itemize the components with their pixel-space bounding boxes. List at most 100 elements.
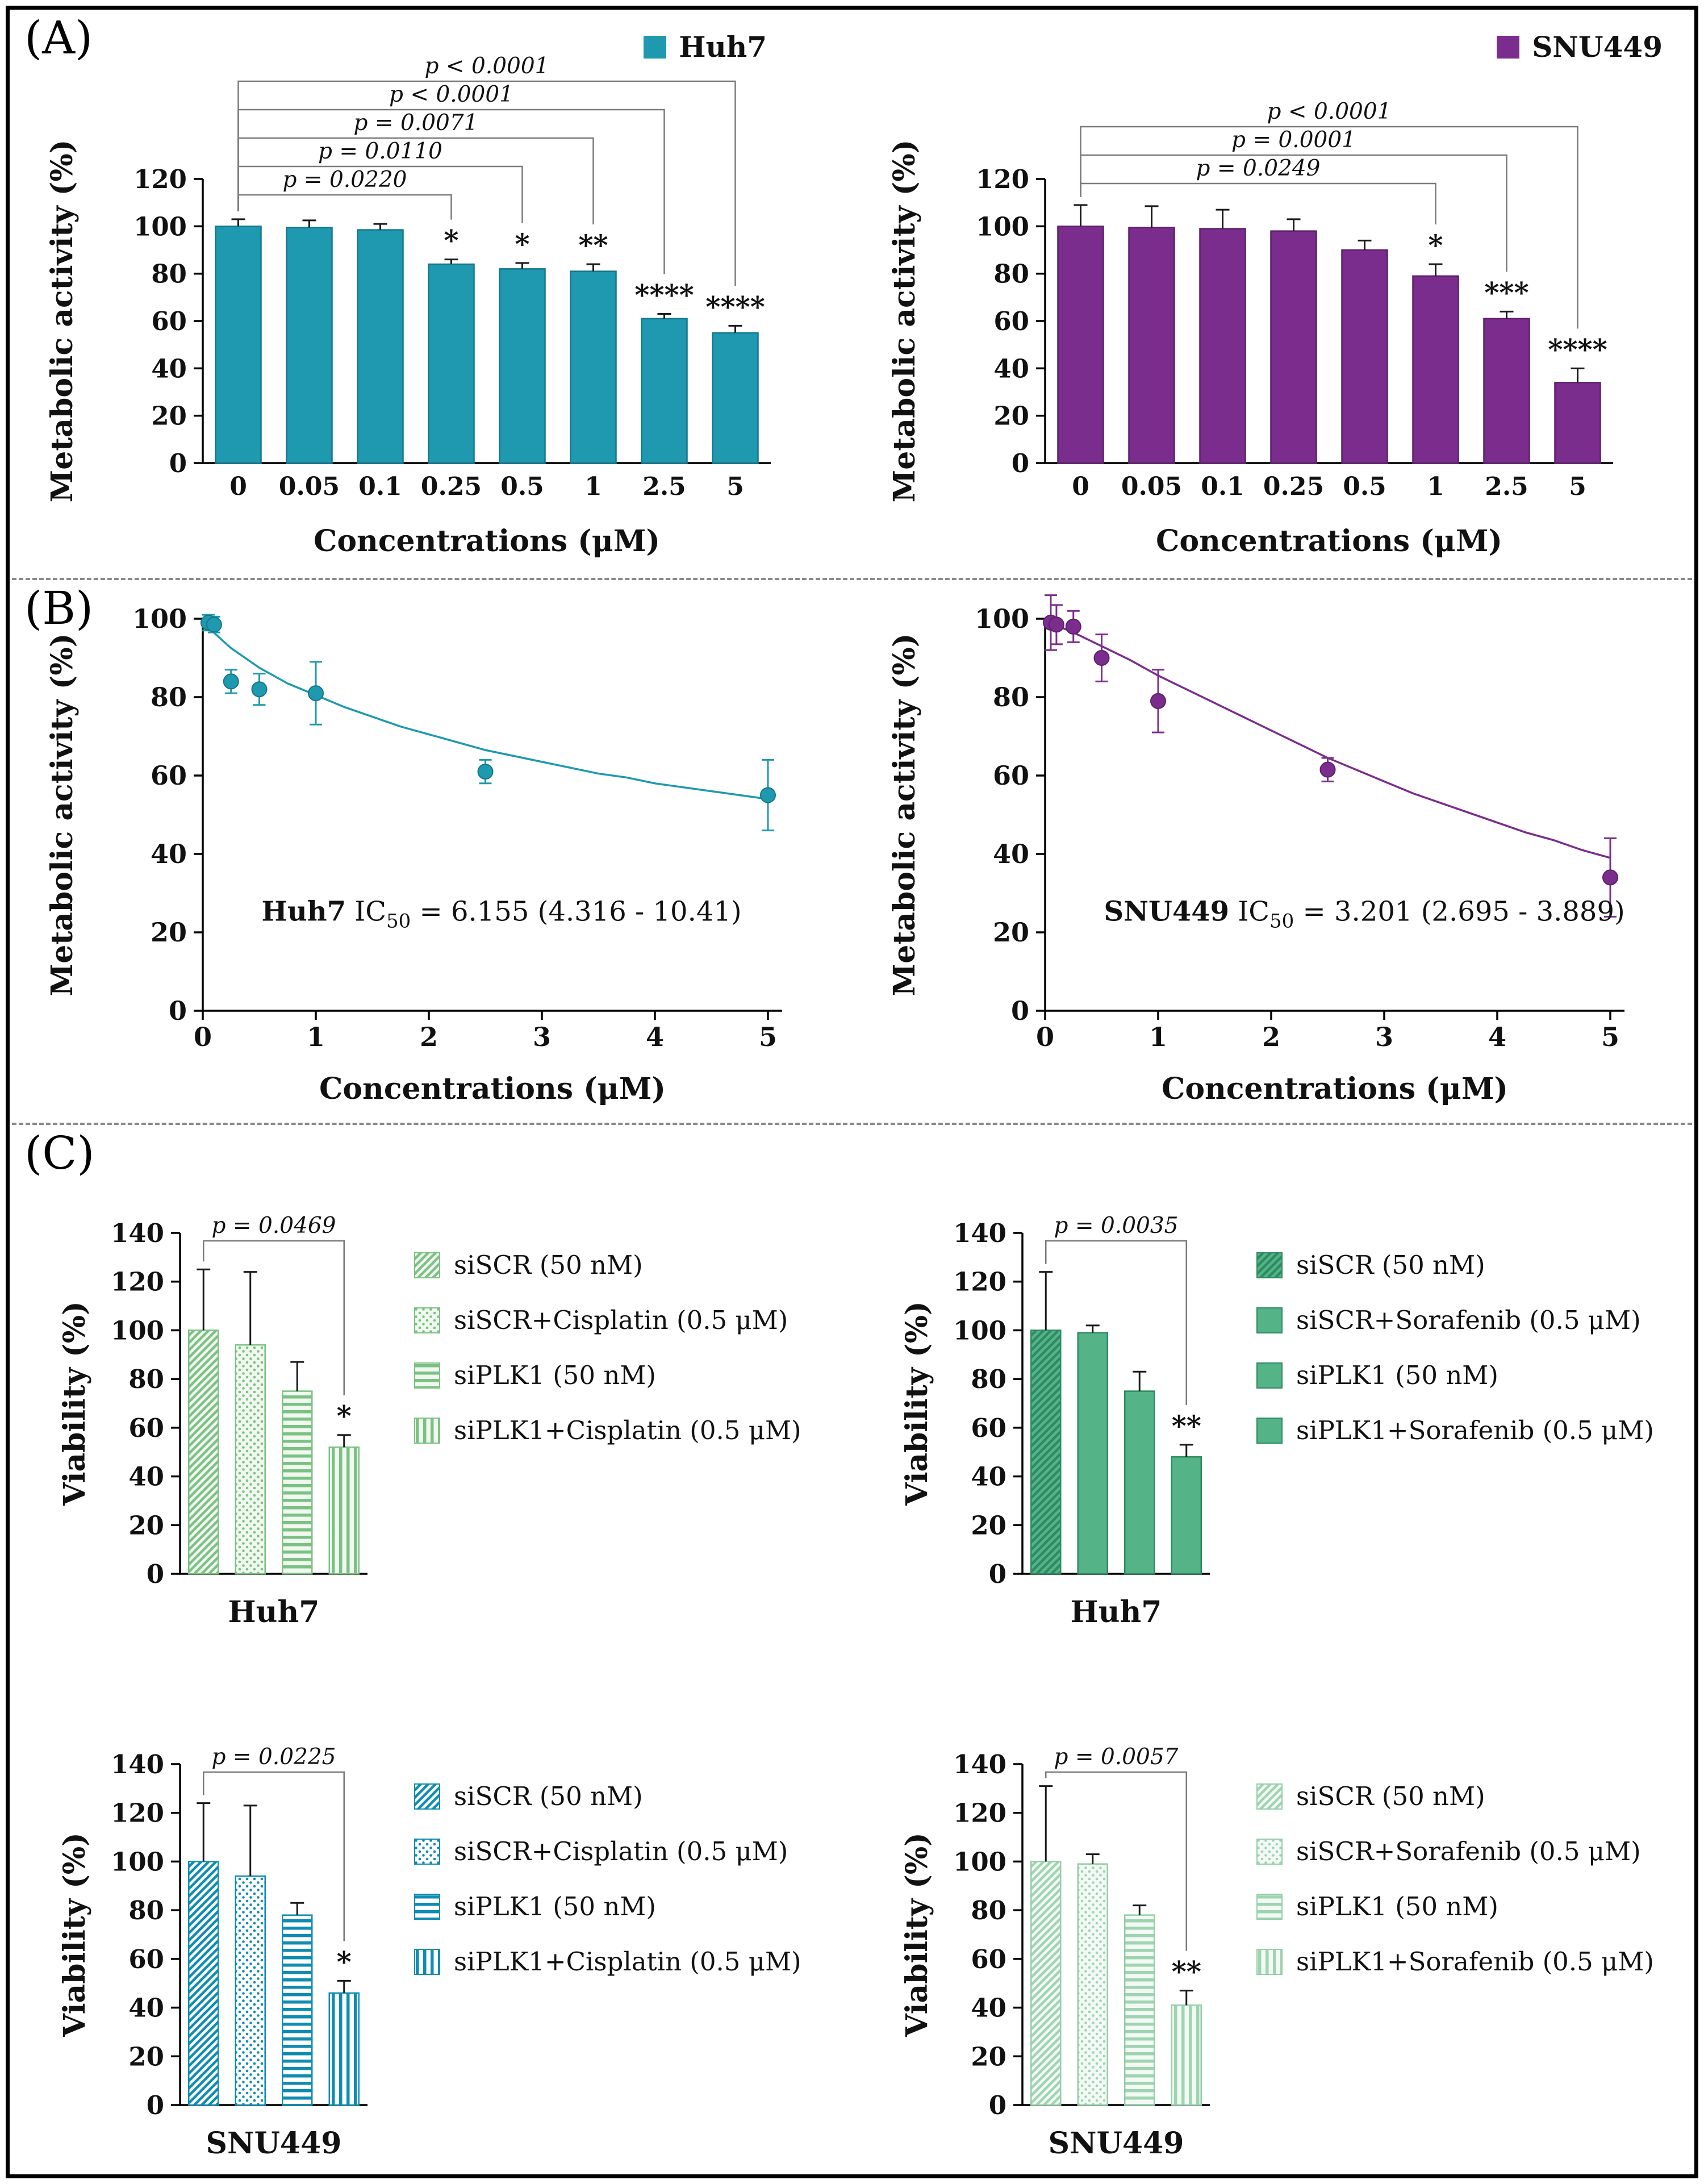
svg-text:p < 0.0001: p < 0.0001	[425, 53, 549, 79]
panel-c: (C) 0 20 40 60 80 100 120 140 * p = 0.0469 Viabili…	[10, 1125, 1694, 2173]
legend-item-label: siSCR (50 nM)	[1296, 1781, 1485, 1811]
svg-text:*: *	[337, 1399, 352, 1433]
panel-divider-2	[12, 1123, 1692, 1125]
legend-item: siSCR+Cisplatin (0.5 μM)	[414, 1305, 801, 1335]
svg-text:0: 0	[194, 1022, 212, 1052]
svg-text:20: 20	[971, 1510, 1006, 1540]
svg-text:Huh7: Huh7	[1071, 1595, 1162, 1629]
svg-text:120: 120	[111, 1798, 164, 1828]
legend-pattern-swatch	[1256, 1838, 1283, 1865]
svg-text:Huh7: Huh7	[228, 1595, 320, 1629]
legend-item-label: siSCR+Cisplatin (0.5 μM)	[454, 1305, 788, 1335]
svg-text:p < 0.0001: p < 0.0001	[389, 82, 513, 107]
huh7-dose-response-curve: 0 20 40 60 80 100 0 1 2 3 4 5 Huh7 IC50 = 6.155 (4.3…	[32, 585, 852, 1119]
huh7-legend-label: Huh7	[679, 30, 767, 64]
svg-text:80: 80	[993, 259, 1029, 289]
huh7-cisplatin-viability-chart: 0 20 40 60 80 100 120 140 * p = 0.0469 Viability (…	[49, 1165, 390, 1665]
svg-text:140: 140	[111, 1749, 164, 1779]
svg-text:20: 20	[971, 2041, 1006, 2072]
legend-pattern-swatch	[1256, 1893, 1283, 1920]
svg-text:100: 100	[133, 211, 187, 241]
svg-text:****: ****	[705, 290, 765, 323]
legend-item: siSCR+Cisplatin (0.5 μM)	[414, 1836, 801, 1866]
huh7-sorafenib-viability-chart: 0 20 40 60 80 100 120 140 ** p = 0.0035 Viability …	[892, 1165, 1233, 1665]
snu449-legend-swatch	[1497, 35, 1520, 59]
svg-text:SNU449 IC50 = 3.201 (2.695 - 3: SNU449 IC50 = 3.201 (2.695 - 3.889)	[1104, 895, 1624, 932]
svg-text:Viability (%): Viability (%)	[900, 1832, 934, 2037]
legend-item: siSCR (50 nM)	[414, 1250, 801, 1280]
panel-b: (B) 0 20 40 60 80 100 0 1 2 3 4 5 Huh7 IC50 = 6.155 …	[10, 580, 1694, 1123]
svg-text:Viability (%): Viability (%)	[900, 1301, 934, 1506]
svg-text:**: **	[1172, 1955, 1201, 1989]
svg-text:Concentrations (μM): Concentrations (μM)	[319, 1072, 666, 1106]
legend-pattern-swatch	[414, 1362, 440, 1389]
panel-c-label: (C)	[24, 1127, 95, 1179]
snu449-sorafenib-cell: 0 20 40 60 80 100 120 140 ** p = 0.0057 Viability …	[852, 1696, 1694, 2174]
legend-pattern-swatch	[414, 1417, 440, 1444]
svg-text:60: 60	[151, 760, 187, 791]
figure-frame: (A) 0 20 40 60 80 100 120 0 0.05 0.1 * 0.25 * 0.5 ** 1 *…	[6, 6, 1698, 2178]
legend-item: siPLK1 (50 nM)	[414, 1891, 801, 1922]
legend-pattern-swatch	[1256, 1252, 1283, 1278]
svg-text:0.05: 0.05	[1121, 472, 1182, 501]
svg-text:40: 40	[128, 1462, 164, 1492]
legend-item: siPLK1 (50 nM)	[1256, 1891, 1654, 1922]
huh7-legend-swatch	[644, 35, 667, 59]
svg-text:60: 60	[993, 306, 1029, 336]
legend-pattern-swatch	[414, 1948, 440, 1975]
legend-item-label: siPLK1 (50 nM)	[454, 1891, 656, 1922]
svg-text:1: 1	[307, 1022, 325, 1052]
svg-text:40: 40	[971, 1993, 1006, 2023]
svg-text:0.05: 0.05	[279, 472, 340, 501]
legend-pattern-swatch	[1256, 1783, 1283, 1810]
svg-text:p = 0.0225: p = 0.0225	[212, 1744, 336, 1770]
svg-text:Metabolic activity (%): Metabolic activity (%)	[887, 140, 922, 503]
snu449-sorafenib-legend: siSCR (50 nM) siSCR+Sorafenib (0.5 μM) siP…	[1256, 1781, 1654, 2002]
snu449-metabolic-activity-bar-chart: 0 20 40 60 80 100 120 0 0.05 0.1 0.25 0.5 * 1 *** 2.5 **…	[875, 14, 1694, 574]
svg-text:100: 100	[975, 603, 1029, 634]
svg-text:0.5: 0.5	[500, 472, 544, 501]
legend-item-label: siPLK1+Cisplatin (0.5 μM)	[454, 1947, 801, 1977]
svg-text:140: 140	[111, 1218, 164, 1248]
svg-text:Huh7 IC50 = 6.155 (4.316 - 10.: Huh7 IC50 = 6.155 (4.316 - 10.41)	[261, 895, 741, 932]
svg-text:60: 60	[993, 760, 1029, 791]
legend-item-label: siSCR (50 nM)	[454, 1781, 643, 1811]
svg-text:2: 2	[420, 1022, 438, 1052]
svg-text:*: *	[337, 1945, 352, 1978]
svg-text:80: 80	[971, 1895, 1006, 1925]
panel-a: (A) 0 20 40 60 80 100 120 0 0.05 0.1 * 0.25 * 0.5 ** 1 *…	[10, 10, 1694, 578]
legend-pattern-swatch	[1256, 1948, 1283, 1975]
legend-item: siSCR (50 nM)	[414, 1781, 801, 1811]
svg-text:p = 0.0071: p = 0.0071	[354, 110, 478, 136]
svg-text:0.5: 0.5	[1343, 472, 1386, 501]
snu449-sorafenib-viability-chart: 0 20 40 60 80 100 120 140 ** p = 0.0057 Viability …	[892, 1696, 1233, 2174]
svg-text:100: 100	[976, 211, 1029, 241]
svg-text:2: 2	[1262, 1022, 1280, 1052]
svg-text:120: 120	[953, 1798, 1006, 1828]
svg-text:140: 140	[953, 1218, 1006, 1248]
svg-text:20: 20	[128, 1510, 164, 1540]
legend-item: siSCR+Sorafenib (0.5 μM)	[1256, 1836, 1654, 1866]
legend-item: siSCR (50 nM)	[1256, 1250, 1654, 1280]
svg-text:0: 0	[1072, 472, 1089, 501]
svg-text:***: ***	[1484, 276, 1528, 309]
svg-text:80: 80	[128, 1364, 164, 1394]
svg-text:*: *	[444, 224, 458, 257]
svg-text:20: 20	[128, 2041, 164, 2072]
panel-b-snu449-half: 0 20 40 60 80 100 0 1 2 3 4 5 SNU449 IC50 = 3.201 (2…	[852, 580, 1694, 1119]
svg-text:Concentrations (μM): Concentrations (μM)	[314, 524, 660, 558]
svg-text:0: 0	[1036, 1022, 1054, 1052]
huh7-metabolic-activity-bar-chart: 0 20 40 60 80 100 120 0 0.05 0.1 * 0.25 * 0.5 ** 1 **** 2…	[32, 14, 852, 574]
svg-text:40: 40	[993, 353, 1029, 384]
panel-divider-1	[12, 578, 1692, 580]
snu449-cisplatin-cell: 0 20 40 60 80 100 120 140 * p = 0.0225 Viability (…	[10, 1696, 852, 2174]
legend-item: siPLK1 (50 nM)	[414, 1360, 801, 1390]
legend-item-label: siSCR (50 nM)	[454, 1250, 643, 1280]
svg-text:****: ****	[634, 278, 694, 312]
svg-text:120: 120	[976, 164, 1029, 194]
legend-pattern-swatch	[1256, 1362, 1283, 1389]
svg-text:3: 3	[1375, 1022, 1393, 1052]
svg-text:0: 0	[169, 995, 187, 1026]
svg-text:2.5: 2.5	[642, 472, 686, 501]
svg-text:20: 20	[151, 917, 187, 948]
